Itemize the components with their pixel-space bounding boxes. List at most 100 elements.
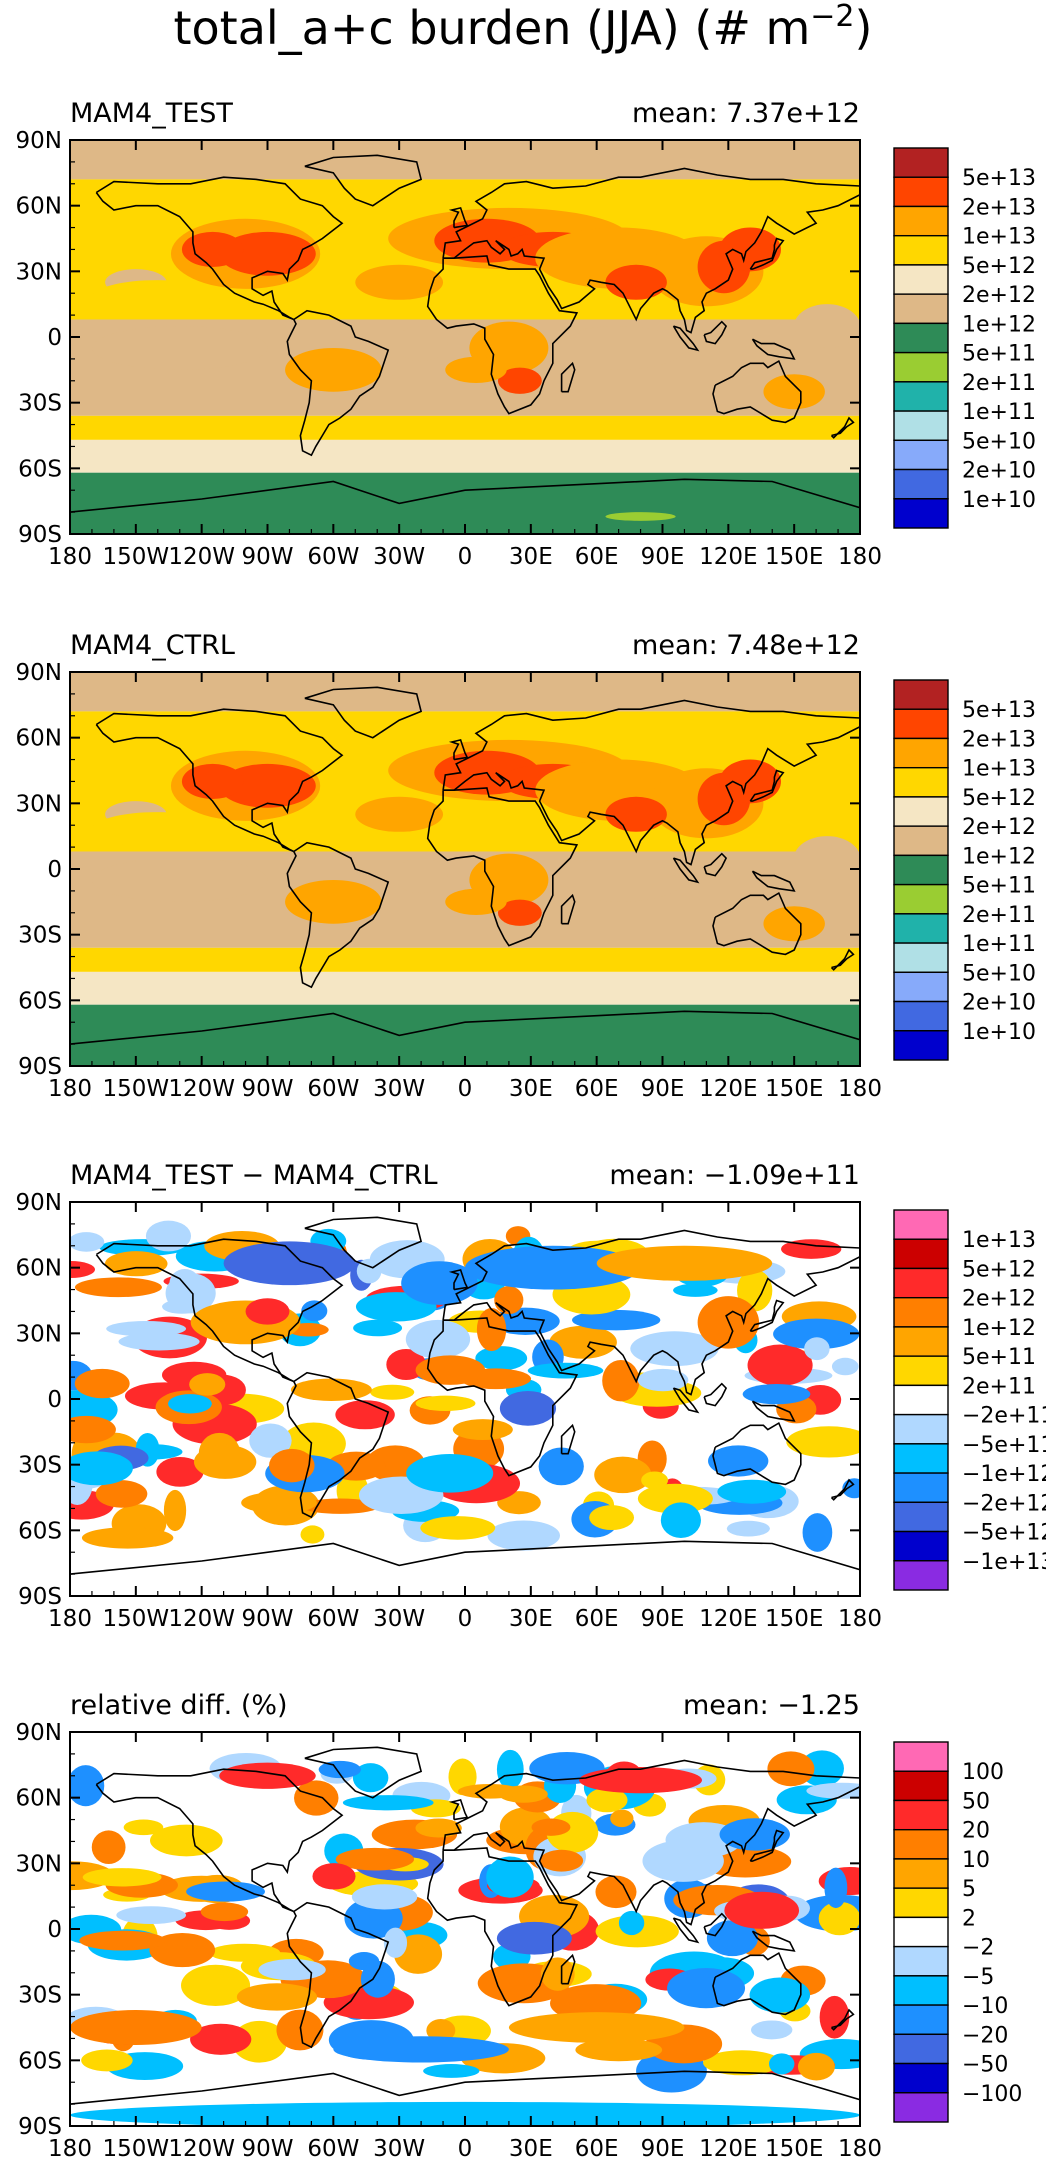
field-patch [355, 796, 444, 832]
y-tick-label: 90S [18, 1584, 62, 1610]
field-patch [605, 264, 667, 300]
x-tick-label: 180 [838, 544, 882, 570]
coastline [749, 769, 785, 802]
field-patch [245, 1298, 290, 1325]
field-patch [415, 1818, 462, 1838]
field-patch [301, 1300, 328, 1322]
field-patch [660, 1502, 701, 1539]
field-patch [81, 1527, 174, 1549]
field-patch [717, 1479, 787, 1504]
colorbar-label: 5e+11 [962, 342, 1036, 367]
x-tick-label: 60W [307, 1606, 359, 1632]
field-patch [781, 1239, 842, 1259]
colorbar-label: 50 [962, 1789, 990, 1814]
coastline [304, 1746, 423, 1799]
x-tick-label: 60E [575, 1606, 619, 1632]
x-tick-label: 30E [509, 544, 553, 570]
x-tick-label: 90W [241, 544, 293, 570]
map-field [70, 1202, 860, 1596]
colorbar-label: 5e+13 [962, 698, 1036, 723]
field-patch [163, 1489, 187, 1532]
colorbar-swatch [893, 1828, 949, 1860]
field-patch [149, 1933, 216, 1968]
field-patch [786, 1426, 860, 1458]
field-patch [300, 1525, 325, 1544]
field-patch [549, 1325, 617, 1359]
colorbar-label: 5e+13 [962, 166, 1036, 191]
coastline [751, 338, 796, 360]
field-patch [95, 1480, 148, 1508]
x-tick-label: 120E [699, 1606, 757, 1632]
field-patch [335, 1400, 395, 1430]
field-patch [370, 1384, 415, 1400]
field-patch [356, 1258, 382, 1284]
colorbar-swatch [893, 2092, 949, 2123]
colorbar-swatch [893, 1472, 949, 1504]
field-patch [605, 796, 667, 832]
colorbar-label: 1e+12 [962, 1316, 1036, 1341]
field-band [70, 1004, 860, 1066]
colorbar-label: 2e+11 [962, 1374, 1036, 1399]
x-tick-label: 180 [838, 1606, 882, 1632]
x-tick-label: 180 [48, 2136, 92, 2162]
x-tick-label: 60W [307, 2136, 359, 2162]
field-patch [594, 1456, 652, 1494]
colorbar-label: −2e+11 [962, 1404, 1046, 1429]
field-patch [200, 1902, 249, 1922]
colorbar-swatch [893, 883, 949, 915]
colorbar-swatch [893, 2004, 949, 2036]
colorbar-swatch [893, 1326, 949, 1357]
panel-mean-label: mean: −1.25 [683, 1690, 860, 1721]
field-patch [236, 1983, 318, 2011]
colorbar-label: −20 [962, 2023, 1008, 2048]
field-patch [352, 1763, 389, 1793]
colorbar-swatch [893, 1799, 949, 1831]
colorbar-swatch [893, 1267, 949, 1299]
x-tick-label: 90W [241, 2136, 293, 2162]
colorbar-swatch [893, 1887, 949, 1919]
coastline [286, 841, 390, 989]
x-tick-label: 30E [509, 1606, 553, 1632]
colorbar-swatch [893, 147, 949, 178]
coastline [749, 1299, 785, 1332]
x-tick-label: 150E [765, 544, 823, 570]
coastline [703, 320, 728, 345]
field-patch [552, 326, 685, 370]
field-patch [465, 1245, 641, 1290]
figure-title: total_a+c burden (JJA) (# m−2) [174, 0, 873, 55]
colorbar: 5e+13 2e+13 1e+13 5e+12 2e+12 1e+12 5e+11 2e+11… [893, 679, 1036, 1061]
field-patch [642, 1840, 724, 1882]
y-tick-label: 30N [16, 259, 62, 285]
coastline [95, 1238, 344, 1383]
field-patch [491, 1307, 560, 1335]
field-patch [708, 1445, 769, 1477]
coastline [712, 359, 802, 424]
coastline [830, 416, 855, 439]
colorbar-label: −2e+12 [962, 1491, 1046, 1516]
colorbar-label: 1e+12 [962, 312, 1036, 337]
field-patch [618, 1910, 645, 1936]
field-patch [802, 1513, 833, 1552]
y-tick-label: 30S [18, 391, 62, 417]
coastline [95, 1768, 344, 1913]
field-patch [703, 2050, 782, 2076]
field-patch [423, 2064, 480, 2078]
colorbar: 5e+13 2e+13 1e+13 5e+12 2e+12 1e+12 5e+11 2e+11… [893, 147, 1036, 529]
panel-left-title: MAM4_TEST − MAM4_CTRL [70, 1160, 438, 1191]
field-band [70, 971, 860, 1005]
field-patch [241, 1491, 317, 1514]
colorbar-label: 2e+10 [962, 991, 1036, 1016]
y-tick-label: 90S [18, 2114, 62, 2140]
colorbar-swatch [893, 1209, 949, 1240]
field-patch [285, 879, 382, 924]
coastline [442, 1759, 860, 1926]
x-tick-label: 90E [641, 544, 685, 570]
panel-left-title: MAM4_TEST [70, 98, 233, 129]
field-patch [794, 304, 860, 348]
coastline [286, 309, 390, 457]
coastline [703, 852, 728, 877]
colorbar-label: 5 [962, 1877, 976, 1902]
field-patch [91, 280, 224, 316]
y-tick-label: 90S [18, 1054, 62, 1080]
